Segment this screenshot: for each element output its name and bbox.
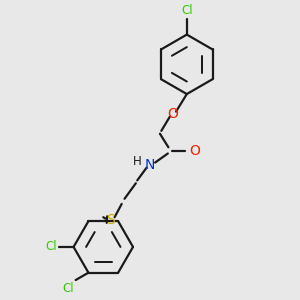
Text: N: N	[145, 158, 155, 172]
Text: O: O	[190, 144, 200, 158]
Text: Cl: Cl	[46, 240, 57, 254]
Text: O: O	[167, 107, 178, 121]
Text: H: H	[133, 155, 142, 168]
Text: S: S	[106, 213, 115, 227]
Text: Cl: Cl	[63, 282, 74, 295]
Text: Cl: Cl	[181, 4, 193, 17]
